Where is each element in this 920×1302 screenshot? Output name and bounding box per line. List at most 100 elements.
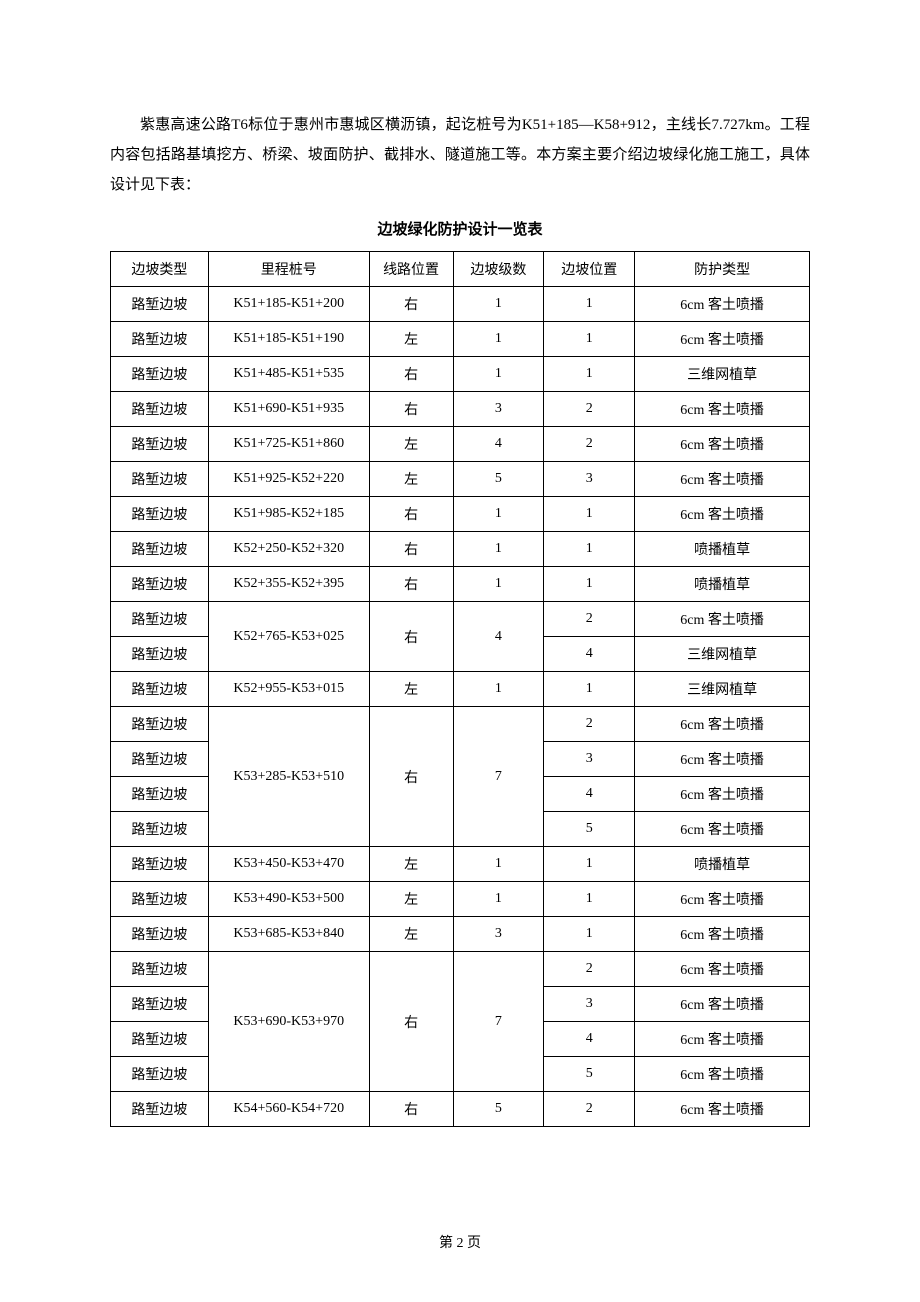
cell-level: 1: [453, 672, 544, 707]
cell-level: 1: [453, 357, 544, 392]
intro-paragraph: 紫惠高速公路T6标位于惠州市惠城区横沥镇，起讫桩号为K51+185—K58+91…: [110, 110, 810, 200]
cell-position: 1: [544, 357, 635, 392]
cell-mileage: K51+185-K51+190: [208, 322, 369, 357]
cell-route: 左: [369, 427, 453, 462]
cell-protection: 6cm 客土喷播: [635, 602, 810, 637]
cell-type: 路堑边坡: [111, 847, 209, 882]
cell-level: 1: [453, 882, 544, 917]
cell-protection: 三维网植草: [635, 357, 810, 392]
cell-position: 2: [544, 602, 635, 637]
cell-mileage: K53+685-K53+840: [208, 917, 369, 952]
cell-protection: 6cm 客土喷播: [635, 952, 810, 987]
cell-mileage: K51+185-K51+200: [208, 287, 369, 322]
cell-mileage: K52+765-K53+025: [208, 602, 369, 672]
cell-route: 右: [369, 1092, 453, 1127]
cell-route: 左: [369, 847, 453, 882]
cell-mileage: K53+490-K53+500: [208, 882, 369, 917]
cell-level: 3: [453, 917, 544, 952]
table-row: 路堑边坡K53+490-K53+500左116cm 客土喷播: [111, 882, 810, 917]
cell-position: 2: [544, 707, 635, 742]
cell-type: 路堑边坡: [111, 707, 209, 742]
cell-protection: 6cm 客土喷播: [635, 917, 810, 952]
cell-position: 1: [544, 567, 635, 602]
cell-route: 左: [369, 322, 453, 357]
cell-route: 右: [369, 287, 453, 322]
header-type: 边坡类型: [111, 252, 209, 287]
cell-route: 左: [369, 882, 453, 917]
cell-type: 路堑边坡: [111, 497, 209, 532]
cell-type: 路堑边坡: [111, 602, 209, 637]
cell-protection: 6cm 客土喷播: [635, 1092, 810, 1127]
cell-level: 1: [453, 847, 544, 882]
cell-position: 1: [544, 917, 635, 952]
cell-type: 路堑边坡: [111, 1057, 209, 1092]
cell-position: 1: [544, 672, 635, 707]
cell-type: 路堑边坡: [111, 567, 209, 602]
cell-position: 1: [544, 532, 635, 567]
cell-position: 4: [544, 1022, 635, 1057]
table-row: 路堑边坡K51+985-K52+185右116cm 客土喷播: [111, 497, 810, 532]
cell-level: 1: [453, 532, 544, 567]
cell-protection: 6cm 客土喷播: [635, 882, 810, 917]
table-row: 路堑边坡K51+185-K51+200右116cm 客土喷播: [111, 287, 810, 322]
cell-protection: 喷播植草: [635, 567, 810, 602]
cell-mileage: K51+485-K51+535: [208, 357, 369, 392]
table-row: 路堑边坡K54+560-K54+720右526cm 客土喷播: [111, 1092, 810, 1127]
cell-route: 右: [369, 602, 453, 672]
cell-mileage: K51+690-K51+935: [208, 392, 369, 427]
cell-mileage: K52+955-K53+015: [208, 672, 369, 707]
cell-protection: 6cm 客土喷播: [635, 707, 810, 742]
cell-protection: 喷播植草: [635, 532, 810, 567]
cell-route: 右: [369, 357, 453, 392]
cell-route: 右: [369, 532, 453, 567]
cell-position: 5: [544, 812, 635, 847]
cell-type: 路堑边坡: [111, 812, 209, 847]
cell-type: 路堑边坡: [111, 917, 209, 952]
cell-position: 2: [544, 392, 635, 427]
page-number: 第 2 页: [0, 1232, 920, 1252]
table-row: 路堑边坡K52+765-K53+025右426cm 客土喷播: [111, 602, 810, 637]
cell-type: 路堑边坡: [111, 532, 209, 567]
cell-type: 路堑边坡: [111, 882, 209, 917]
cell-type: 路堑边坡: [111, 952, 209, 987]
cell-protection: 6cm 客土喷播: [635, 462, 810, 497]
cell-protection: 6cm 客土喷播: [635, 322, 810, 357]
cell-route: 右: [369, 952, 453, 1092]
table-row: 路堑边坡K53+285-K53+510右726cm 客土喷播: [111, 707, 810, 742]
cell-mileage: K52+250-K52+320: [208, 532, 369, 567]
table-row: 路堑边坡K52+250-K52+320右11喷播植草: [111, 532, 810, 567]
cell-type: 路堑边坡: [111, 392, 209, 427]
header-level: 边坡级数: [453, 252, 544, 287]
cell-mileage: K51+725-K51+860: [208, 427, 369, 462]
table-row: 路堑边坡K52+955-K53+015左11三维网植草: [111, 672, 810, 707]
cell-mileage: K52+355-K52+395: [208, 567, 369, 602]
table-body: 路堑边坡K51+185-K51+200右116cm 客土喷播路堑边坡K51+18…: [111, 287, 810, 1127]
cell-protection: 6cm 客土喷播: [635, 1057, 810, 1092]
cell-route: 左: [369, 672, 453, 707]
cell-level: 5: [453, 1092, 544, 1127]
cell-protection: 三维网植草: [635, 672, 810, 707]
table-title: 边坡绿化防护设计一览表: [110, 218, 810, 239]
cell-route: 右: [369, 567, 453, 602]
cell-level: 1: [453, 567, 544, 602]
table-header-row: 边坡类型 里程桩号 线路位置 边坡级数 边坡位置 防护类型: [111, 252, 810, 287]
cell-protection: 6cm 客土喷播: [635, 777, 810, 812]
cell-protection: 6cm 客土喷播: [635, 742, 810, 777]
cell-position: 1: [544, 882, 635, 917]
cell-position: 3: [544, 987, 635, 1022]
cell-level: 5: [453, 462, 544, 497]
cell-protection: 6cm 客土喷播: [635, 812, 810, 847]
cell-protection: 6cm 客土喷播: [635, 287, 810, 322]
cell-type: 路堑边坡: [111, 742, 209, 777]
cell-position: 4: [544, 637, 635, 672]
header-position: 边坡位置: [544, 252, 635, 287]
cell-level: 3: [453, 392, 544, 427]
cell-protection: 6cm 客土喷播: [635, 987, 810, 1022]
cell-mileage: K53+690-K53+970: [208, 952, 369, 1092]
cell-position: 2: [544, 952, 635, 987]
cell-level: 4: [453, 427, 544, 462]
cell-route: 左: [369, 917, 453, 952]
cell-type: 路堑边坡: [111, 987, 209, 1022]
header-route: 线路位置: [369, 252, 453, 287]
cell-type: 路堑边坡: [111, 1022, 209, 1057]
